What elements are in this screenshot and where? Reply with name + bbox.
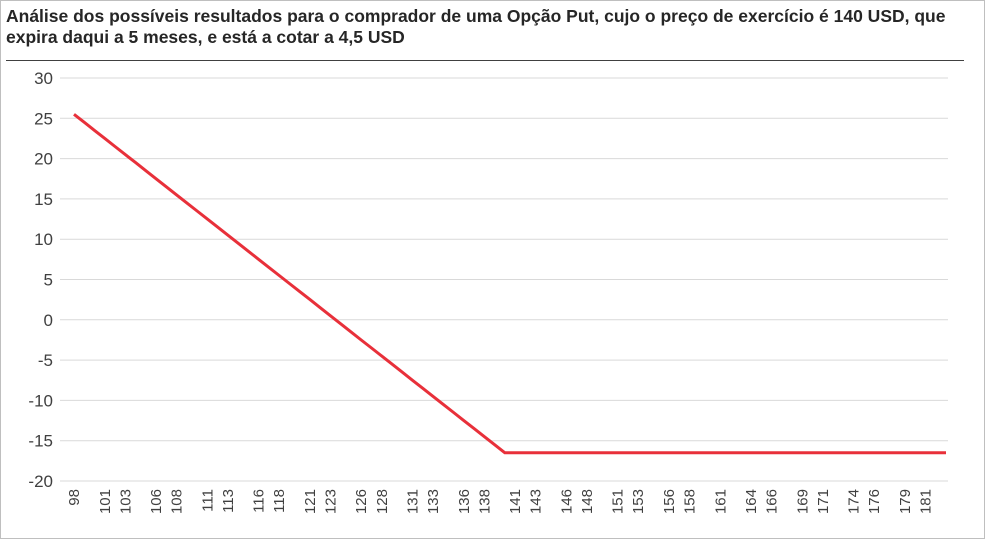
- title-divider: [6, 60, 964, 61]
- y-tick-label: 25: [34, 109, 53, 128]
- x-tick-label: 161: [712, 489, 729, 514]
- x-tick-label: 131: [405, 489, 422, 514]
- x-tick-label: 169: [794, 489, 811, 514]
- y-tick-label: 0: [44, 311, 53, 330]
- x-tick-label: 141: [507, 489, 524, 514]
- x-tick-label: 153: [630, 489, 647, 514]
- y-tick-label: -15: [28, 432, 53, 451]
- x-tick-label: 156: [661, 489, 678, 514]
- x-tick-label: 174: [846, 489, 863, 514]
- gridlines: [60, 77, 948, 482]
- x-tick-label: 116: [251, 489, 268, 513]
- x-tick-label: 113: [220, 489, 237, 513]
- y-tick-label: 10: [34, 230, 53, 249]
- x-tick-label: 101: [97, 489, 114, 514]
- x-tick-label: 146: [558, 489, 575, 514]
- y-tick-label: -10: [28, 391, 53, 410]
- y-tick-label: 20: [34, 150, 53, 169]
- x-tick-label: 103: [117, 489, 134, 514]
- series-line: [73, 113, 946, 455]
- x-tick-label: 143: [528, 489, 545, 514]
- x-tick-label: 128: [374, 489, 391, 514]
- series-lines: [73, 113, 946, 455]
- x-tick-label: 138: [476, 489, 493, 514]
- x-tick-label: 176: [866, 489, 883, 514]
- x-tick-label: 126: [353, 489, 370, 514]
- x-tick-label: 171: [815, 489, 832, 514]
- x-tick-label: 151: [610, 489, 627, 514]
- y-tick-label: -5: [38, 351, 53, 370]
- x-axis-ticks: 98 101 103 106 108 111 113 116 118 121 123 126 128 13…: [66, 489, 934, 514]
- x-tick-label: 98: [66, 489, 83, 506]
- y-axis-ticks: 30 25 20 15 10 5 0 -5 -10 -15 -20: [28, 69, 53, 491]
- x-tick-label: 158: [682, 489, 699, 514]
- y-tick-label: 15: [34, 190, 53, 209]
- x-tick-label: 118: [271, 489, 288, 513]
- x-tick-label: 121: [302, 489, 319, 514]
- x-tick-label: 133: [425, 489, 442, 514]
- x-tick-label: 164: [743, 489, 760, 514]
- x-tick-label: 111: [199, 489, 216, 512]
- x-tick-label: 179: [897, 489, 914, 514]
- y-tick-label: 30: [34, 69, 53, 88]
- x-tick-label: 108: [169, 489, 186, 514]
- y-tick-label: 5: [44, 271, 53, 290]
- x-tick-label: 166: [764, 489, 781, 514]
- x-tick-label: 181: [917, 489, 934, 514]
- x-tick-label: 106: [148, 489, 165, 514]
- x-tick-label: 136: [456, 489, 473, 514]
- x-tick-label: 123: [322, 489, 339, 514]
- y-tick-label: -20: [28, 472, 53, 491]
- chart-title: Análise dos possíveis resultados para o …: [6, 6, 946, 47]
- x-tick-label: 148: [579, 489, 596, 514]
